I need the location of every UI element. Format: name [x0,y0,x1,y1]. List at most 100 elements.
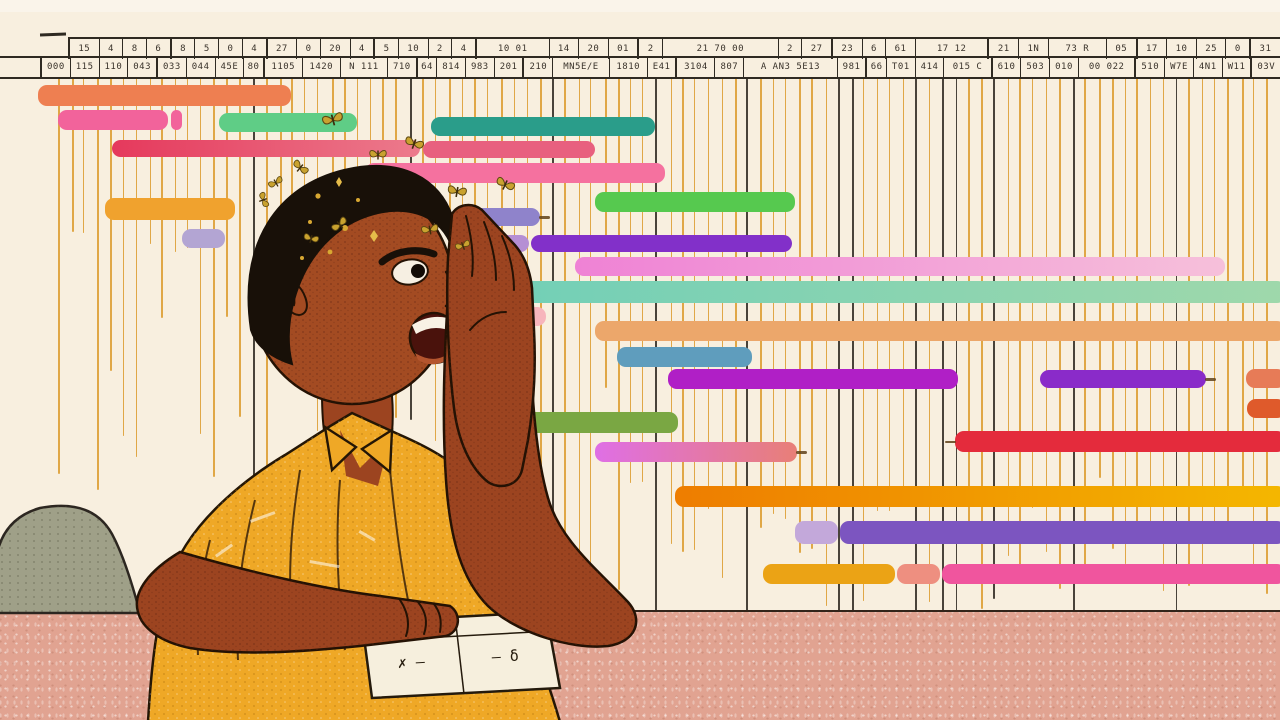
header-cell: 15 [68,39,99,59]
header-cell: 3104 [675,57,714,77]
header-cell: 4N1 [1192,57,1222,77]
header-cell: 000 [40,57,70,77]
header-cell: 14 [548,39,579,59]
header-cell: A AN3 5E13 [743,57,836,77]
header-cell: 0 [1225,39,1249,59]
gantt-bar [840,521,1280,544]
header-cell: 201 [493,57,523,77]
header-cell: W11 [1221,57,1251,77]
grid-line-minor [1007,78,1010,556]
grid-line-minor [186,78,189,248]
header-cell: 4 [98,39,123,59]
header-cell: 17 [1135,39,1167,59]
grid-line-minor [760,78,762,528]
grid-line-minor [670,78,673,544]
grid-line-major [852,78,854,612]
gantt-header-table: 15 4 8 6 8 5 0 4 27 0 20 4 5 10 2 4 10 01 14 20 01 2 21 70 00… [0,0,1280,80]
grid-line-minor [1227,78,1229,538]
header-cell: 23 [830,39,862,59]
gantt-bar [38,85,291,106]
header-cell: 8 [122,39,146,59]
header-cell: 17 12 [914,39,988,59]
grid-line-minor [825,78,828,606]
grid-line-major [1175,78,1178,612]
header-cell: 503 [1020,57,1049,77]
grid-line-minor [135,78,138,457]
header-cell: 210 [522,57,552,77]
header-cell: 20 [319,39,350,59]
gantt-bar-tail [465,421,476,424]
header-cell: 20 [578,39,608,59]
grid-line-minor [239,78,241,417]
header-cell: 983 [464,57,494,77]
grid-line-major [915,78,917,612]
header-cell: 5 [194,39,218,59]
gantt-bar [365,163,665,183]
header-cell: 807 [714,57,743,77]
grid-line-major [1073,78,1075,612]
gantt-bar [942,564,1280,584]
header-cell: W7E [1164,57,1193,77]
header-cell: 510 [1134,57,1164,77]
grid-line-minor [82,78,85,233]
header-cell: 27 [265,39,297,59]
gantt-bar-tail [1205,378,1216,381]
gantt-bar [182,229,225,248]
grid-line-minor [641,78,644,482]
gantt-bar [475,412,678,433]
header-cell: 033 [156,57,186,77]
grid-line-major [941,78,944,612]
header-cell: 03V [1250,57,1280,77]
header-cell: 61 [885,39,915,59]
header-cell: 64 [415,57,437,77]
grid-line-minor [1099,78,1101,478]
header-cell: 73 R [1047,39,1106,59]
header-cell: 115 [69,57,99,77]
gantt-bar [595,321,1280,341]
header-bottom-line [0,77,1280,80]
gantt-bar [675,486,1280,507]
grid-line-minor [72,78,74,232]
grid-line-minor [110,78,112,371]
header-cell: MN5E/E [552,57,608,77]
header-cell: T01 [885,57,915,77]
gantt-bar [112,140,420,157]
header-cell: 31 [1249,39,1280,59]
gantt-bar [1040,370,1206,388]
header-cell: E41 [646,57,676,77]
gantt-bar [452,208,540,226]
gantt-bar [763,564,895,584]
grid-line-minor [1149,78,1152,529]
header-cell: 043 [127,57,156,77]
gantt-bar [219,113,357,132]
grid-line-minor [1045,78,1048,552]
header-cell: 2 [777,39,802,59]
header-cell: 66 [865,57,886,77]
desk [0,610,1280,720]
gantt-bar [897,564,940,584]
gantt-bar-tail [945,440,956,443]
gantt-bar [595,192,795,212]
grid-line-minor [1112,78,1114,549]
header-cell: 45E [214,57,244,77]
grid-line-minor [968,78,970,531]
header-cell: 6 [861,39,886,59]
header-cell: 610 [990,57,1021,77]
gantt-bar [431,117,655,136]
grid-line-major [746,78,748,612]
gantt-bar [575,257,1225,276]
header-cell: 6 [146,39,170,59]
grid-line-minor [122,78,125,436]
grid-line-minor [97,78,99,490]
grid-line-major [654,78,657,612]
header-cell: 21 [987,39,1018,59]
gantt-bar [423,141,595,158]
header-cell: 01 [607,39,638,59]
header-cell: 80 [243,57,263,77]
header-cell: 0 [296,39,320,59]
grid-line-minor [213,78,215,477]
header-cell: 10 [1166,39,1196,59]
grid-line-minor [693,78,696,550]
header-cell: 4 [451,39,475,59]
header-cell: 5 [373,39,398,59]
